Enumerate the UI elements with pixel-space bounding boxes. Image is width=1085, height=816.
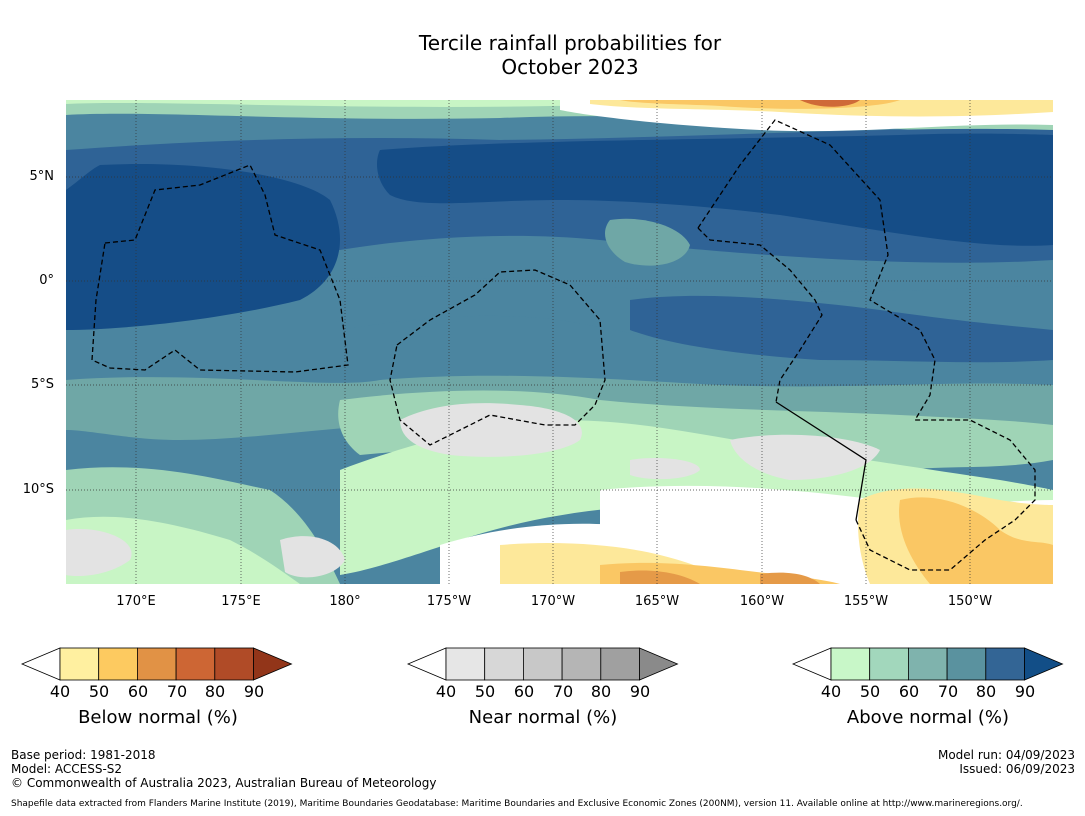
tick-label: 60 <box>898 682 920 701</box>
tick-label: 90 <box>1014 682 1036 701</box>
lon-label-160w: 160°W <box>739 594 785 609</box>
tick-label: 40 <box>820 682 842 701</box>
gray-patch-2 <box>630 458 700 480</box>
colorbar-segment <box>214 647 254 681</box>
south-dark-orange <box>620 570 700 584</box>
colorbar-segment <box>175 647 216 681</box>
gray-patch-4 <box>66 529 132 577</box>
central-teal-patch <box>605 218 690 266</box>
colorbar-under-triangle <box>791 647 832 681</box>
lat-label-0: 0° <box>39 273 54 288</box>
lat-label-10s: 10°S <box>22 482 54 497</box>
tick-label: 70 <box>937 682 959 701</box>
tick-label: 70 <box>166 682 188 701</box>
lon-label-175e: 175°E <box>221 594 261 609</box>
lon-label-165w: 165°W <box>634 594 680 609</box>
southeast-orange <box>899 497 1053 584</box>
colorbar-segment <box>523 647 563 681</box>
tick-label: 50 <box>88 682 110 701</box>
tick-label: 80 <box>975 682 997 701</box>
colorbar-over-triangle <box>639 647 679 681</box>
probability-field <box>66 100 1053 584</box>
gray-patch-5 <box>280 536 345 578</box>
tick-label: 40 <box>435 682 457 701</box>
footer-right: Model run: 04/09/2023 Issued: 06/09/2023 <box>938 748 1075 776</box>
colorbar-segment <box>600 647 640 681</box>
lat-label-5n: 5°N <box>29 169 55 184</box>
colorbar-segment <box>137 647 177 681</box>
south-dark-orange-2 <box>760 572 820 584</box>
tick-label: 50 <box>474 682 496 701</box>
gray-patch-3 <box>730 434 880 480</box>
colorbar-segment <box>445 647 486 681</box>
gray-patch-1 <box>400 403 582 457</box>
lon-label-175w: 175°W <box>426 594 472 609</box>
tick-label: 50 <box>859 682 881 701</box>
base-period: Base period: 1981-2018 <box>11 748 156 762</box>
tick-label: 80 <box>590 682 612 701</box>
colorbar-segment <box>98 647 138 681</box>
title-line-1: Tercile rainfall probabilities for <box>418 31 722 55</box>
top-red-area <box>800 100 860 107</box>
colorbar-over-triangle <box>253 647 293 681</box>
southwest-light-green <box>66 516 300 584</box>
west-deep-blue <box>66 164 340 330</box>
middle-blue-band <box>630 295 1053 363</box>
tick-label: 70 <box>552 682 574 701</box>
colorbar-segment <box>908 647 948 681</box>
tick-label: 60 <box>513 682 535 701</box>
colorbar-segment <box>59 647 100 681</box>
lon-label-180: 180° <box>329 594 361 609</box>
colorbar-below-normal <box>20 647 293 681</box>
gridlines <box>66 100 1053 584</box>
tick-label: 90 <box>243 682 265 701</box>
tick-label: 80 <box>204 682 226 701</box>
issued-date: Issued: 06/09/2023 <box>959 762 1075 776</box>
colorbar-near-label: Near normal (%) <box>468 707 618 728</box>
colorbar-segment <box>830 647 871 681</box>
eez-boundaries <box>91 119 1036 571</box>
colorbar-near-normal <box>406 647 679 681</box>
colorbar-above-label: Above normal (%) <box>846 707 1010 728</box>
lat-label-5s: 5°S <box>30 377 54 392</box>
footer-left: Base period: 1981-2018 Model: ACCESS-S2 … <box>11 748 436 790</box>
boundary-solid <box>775 401 867 521</box>
colorbar-over-triangle <box>1024 647 1064 681</box>
colorbar-segment <box>985 647 1025 681</box>
tick-label: 60 <box>127 682 149 701</box>
model-run: Model run: 04/09/2023 <box>937 748 1075 762</box>
chart-title: Tercile rainfall probabilities for Octob… <box>0 31 1085 79</box>
model-name: Model: ACCESS-S2 <box>11 762 123 776</box>
colorbar-segment <box>946 647 987 681</box>
north-deep-blue <box>377 133 1053 246</box>
lon-label-170w: 170°W <box>530 594 576 609</box>
lon-label-170e: 170°E <box>116 594 156 609</box>
colorbar-above-normal <box>791 647 1064 681</box>
colorbar-below-label: Below normal (%) <box>78 707 238 728</box>
lon-label-150w: 150°W <box>947 594 993 609</box>
copyright: © Commonwealth of Australia 2023, Austra… <box>11 776 437 790</box>
colorbar-segment <box>561 647 602 681</box>
tick-label: 40 <box>49 682 71 701</box>
colorbar-under-triangle <box>20 647 61 681</box>
colorbar-under-triangle <box>406 647 447 681</box>
colorbar-segment <box>484 647 524 681</box>
title-line-2: October 2023 <box>501 55 639 79</box>
colorbar-segment <box>869 647 909 681</box>
tick-label: 90 <box>629 682 651 701</box>
lon-label-155w: 155°W <box>843 594 889 609</box>
shapefile-credit: Shapefile data extracted from Flanders M… <box>11 799 1023 809</box>
